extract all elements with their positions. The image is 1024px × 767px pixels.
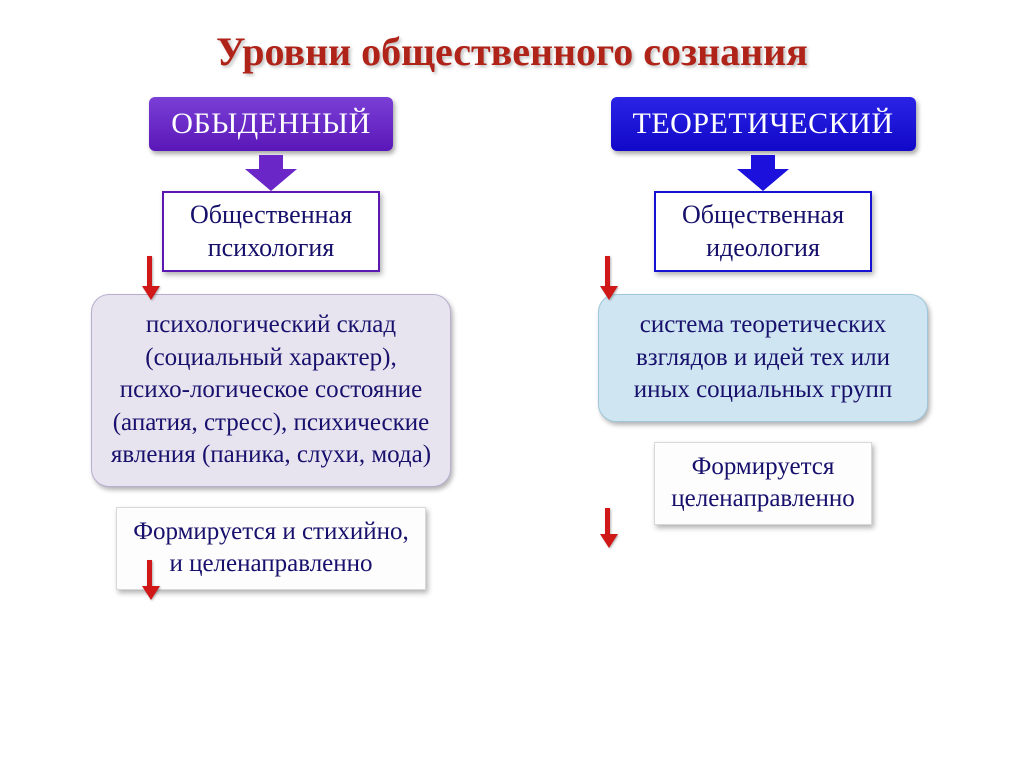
right-sub-line2: идеология bbox=[706, 233, 820, 262]
left-desc-box: психологический склад (социальный характ… bbox=[91, 294, 451, 487]
red-arrow-icon bbox=[600, 508, 614, 548]
left-column: ОБЫДЕННЫЙ Общественная психология психол… bbox=[61, 97, 481, 590]
right-column: ТЕОРЕТИЧЕСКИЙ Общественная идеология сис… bbox=[563, 97, 963, 590]
right-arrow-head bbox=[737, 169, 789, 191]
left-arrow-stem bbox=[259, 155, 283, 169]
right-form-box: Формируется целенаправленно bbox=[654, 442, 871, 525]
left-form-line1: Формируется и стихийно, bbox=[133, 518, 409, 545]
red-arrow-icon bbox=[142, 560, 156, 600]
left-header: ОБЫДЕННЫЙ bbox=[149, 97, 393, 151]
right-form-line2: целенаправленно bbox=[671, 485, 854, 512]
left-sub-box: Общественная психология bbox=[162, 191, 380, 272]
red-arrow-icon bbox=[142, 256, 156, 300]
left-arrow-head bbox=[245, 169, 297, 191]
right-desc-box: система теоретических взглядов и идей те… bbox=[598, 294, 928, 422]
right-form-line1: Формируется bbox=[692, 453, 835, 480]
right-sub-line1: Общественная bbox=[682, 200, 844, 229]
page-title: Уровни общественного сознания bbox=[0, 0, 1024, 75]
left-form-line2: и целенаправленно bbox=[169, 550, 372, 577]
left-form-box: Формируется и стихийно, и целенаправленн… bbox=[116, 507, 426, 590]
left-sub-line1: Общественная bbox=[190, 200, 352, 229]
columns: ОБЫДЕННЫЙ Общественная психология психол… bbox=[0, 75, 1024, 590]
left-sub-line2: психология bbox=[208, 233, 335, 262]
right-sub-box: Общественная идеология bbox=[654, 191, 872, 272]
red-arrow-icon bbox=[600, 256, 614, 300]
right-arrow-stem bbox=[751, 155, 775, 169]
right-header: ТЕОРЕТИЧЕСКИЙ bbox=[611, 97, 916, 151]
